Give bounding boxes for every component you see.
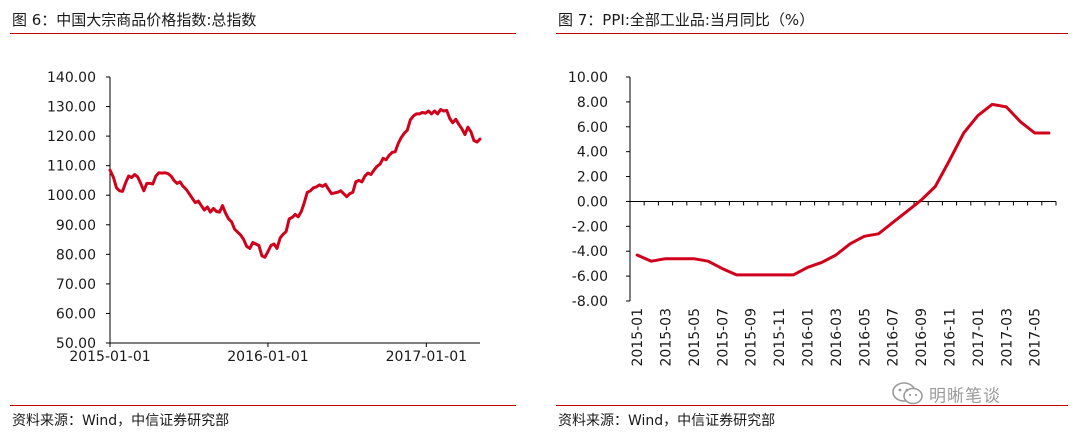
right-y-tick-label: 10.00 — [568, 70, 608, 86]
right-y-tick-label: 6.00 — [577, 120, 608, 136]
right-x-tick-label: 2016-07 — [886, 308, 902, 367]
left-x-tick-label: 2017-01-01 — [386, 349, 467, 365]
left-y-tick-label: 130.00 — [47, 100, 96, 116]
right-x-tick-label: 2016-01 — [801, 308, 817, 367]
right-panel: 图 7：PPI:全部工业品:当月同比（%） -8.00 -6.00 -4.00 -2.… — [546, 0, 1080, 440]
right-y-tick-label: 0.00 — [577, 194, 608, 210]
right-x-tick-label: 2015-05 — [687, 308, 703, 367]
right-y-tick-label: -6.00 — [572, 269, 608, 285]
right-x-tick-label: 2016-03 — [829, 308, 845, 367]
left-line-chart: 50.00 60.00 70.00 80.00 90.00 100.00 110.00 120… — [47, 70, 482, 365]
left-y-tick-label: 90.00 — [56, 218, 96, 234]
right-y-tick-label: -4.00 — [572, 244, 608, 260]
left-y-tick-label: 60.00 — [56, 306, 96, 322]
right-source-rule — [556, 405, 1068, 406]
right-x-tick-label: 2015-09 — [744, 308, 760, 367]
right-x-tick-label: 2015-11 — [772, 308, 788, 367]
right-series-line — [635, 102, 1051, 277]
left-panel: 图 6：中国大宗商品价格指数:总指数 50.00 60.00 70.00 80.00 9… — [0, 0, 528, 440]
left-series-line — [108, 108, 482, 259]
left-x-tick-label: 2015-01-01 — [69, 349, 150, 365]
right-y-tick-label: -2.00 — [572, 219, 608, 235]
right-x-tick-label: 2015-01 — [630, 308, 646, 367]
left-y-tick-label: 110.00 — [47, 159, 96, 175]
right-x-tick-label: 2017-05 — [1028, 308, 1044, 367]
watermark: 明晰笔谈 — [891, 381, 1001, 412]
left-chart-title: 图 6：中国大宗商品价格指数:总指数 — [12, 11, 257, 29]
wechat-icon — [891, 381, 925, 412]
right-x-tick-label: 2015-07 — [715, 308, 731, 367]
left-title-rule — [10, 33, 516, 34]
left-y-tick-label: 70.00 — [56, 277, 96, 293]
right-x-tick-label: 2015-03 — [659, 308, 675, 367]
right-x-tick-label: 2016-05 — [857, 308, 873, 367]
right-title-rule — [556, 33, 1068, 34]
left-y-tick-label: 120.00 — [47, 129, 96, 145]
right-y-tick-label: -8.00 — [572, 294, 608, 310]
left-y-tick-label: 140.00 — [47, 70, 96, 86]
right-y-tick-label: 4.00 — [577, 145, 608, 161]
left-y-tick-label: 50.00 — [56, 336, 96, 352]
right-x-tick-label: 2017-01 — [971, 308, 987, 367]
left-y-tick-label: 80.00 — [56, 247, 96, 263]
left-y-tick-label: 100.00 — [47, 188, 96, 204]
right-x-tick-label: 2017-03 — [999, 308, 1015, 367]
right-y-tick-label: 8.00 — [577, 95, 608, 111]
left-x-tick-label: 2016-01-01 — [227, 349, 308, 365]
left-source-rule — [10, 405, 516, 406]
left-source-note: 资料来源：Wind，中信证券研究部 — [12, 413, 230, 429]
right-y-tick-label: 2.00 — [577, 170, 608, 186]
right-chart-title: 图 7：PPI:全部工业品:当月同比（%） — [558, 11, 815, 29]
right-line-chart: -8.00 -6.00 -4.00 -2.00 0.00 2.00 4.00 6.00 8.00… — [568, 70, 1057, 367]
right-x-tick-label: 2016-09 — [914, 308, 930, 367]
right-source-note: 资料来源：Wind，中信证券研究部 — [558, 413, 776, 429]
watermark-text: 明晰笔谈 — [929, 386, 1001, 407]
right-x-tick-label: 2016-11 — [943, 308, 959, 367]
